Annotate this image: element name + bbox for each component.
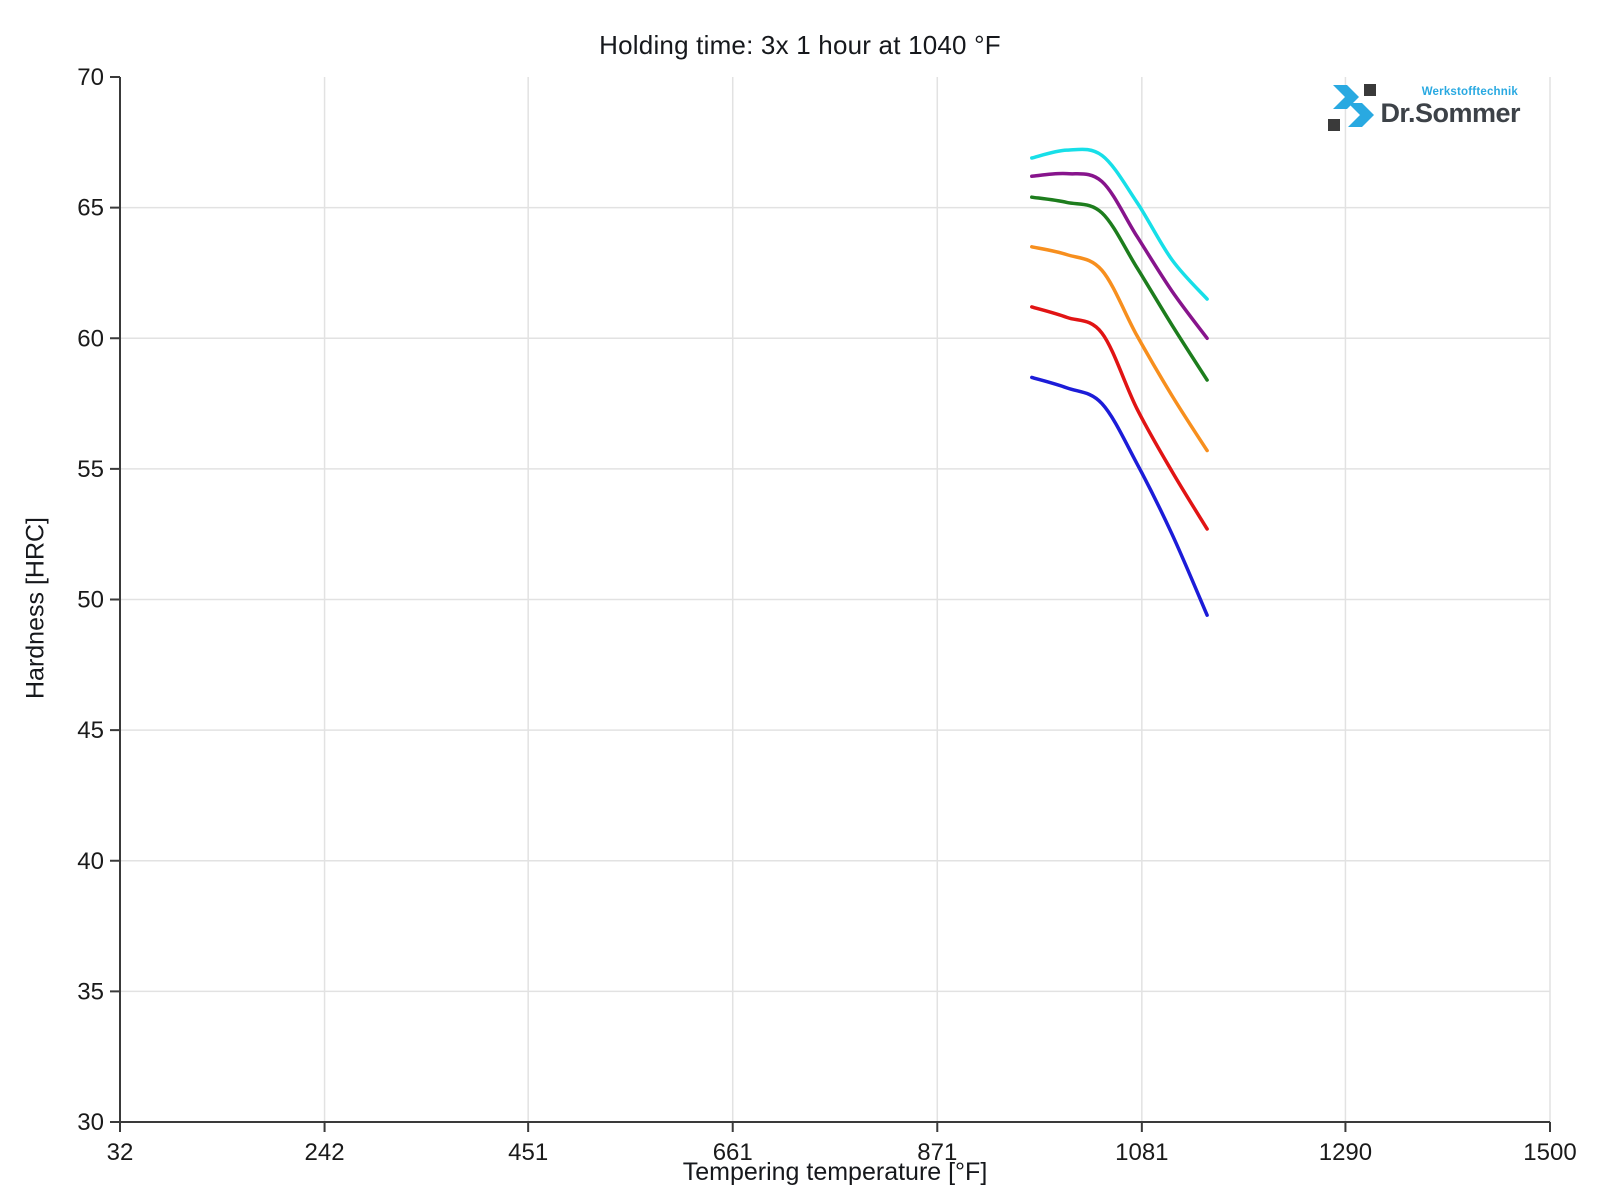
dr-sommer-logo-icon <box>1328 84 1376 131</box>
x-tick-label: 242 <box>305 1139 345 1166</box>
y-tick-label: 50 <box>77 587 104 614</box>
y-tick-label: 30 <box>77 1109 104 1136</box>
logo-square-top <box>1364 84 1376 96</box>
logo-tagline: Werkstofftechnik <box>1421 86 1518 98</box>
y-tick-label: 45 <box>77 717 104 744</box>
curve-green <box>1030 195 1209 382</box>
y-tick-label: 65 <box>77 195 104 222</box>
curve-blue <box>1030 375 1209 617</box>
logo-brand: Dr.Sommer <box>1380 98 1520 128</box>
x-tick-label: 1500 <box>1523 1139 1576 1166</box>
y-tick-label: 60 <box>77 325 104 352</box>
x-axis-label: Tempering temperature [°F] <box>682 1158 988 1186</box>
curve-orange <box>1030 245 1209 453</box>
x-tick-label: 451 <box>508 1139 548 1166</box>
curve-purple <box>1030 171 1209 340</box>
y-tick-label: 35 <box>77 978 104 1005</box>
x-tick-label: 32 <box>107 1139 134 1166</box>
x-tick-label: 871 <box>917 1139 957 1166</box>
y-tick-label: 40 <box>77 848 104 875</box>
y-tick-label: 70 <box>77 64 104 91</box>
chart-title: Holding time: 3x 1 hour at 1040 °F <box>599 30 1001 60</box>
curve-red <box>1030 305 1209 531</box>
curve-cyan <box>1030 147 1209 301</box>
x-tick-label: 1290 <box>1319 1139 1372 1166</box>
x-tick-label: 1081 <box>1115 1139 1168 1166</box>
dr-sommer-logo: Werkstofftechnik Dr.Sommer <box>1326 80 1526 138</box>
logo-square-bottom <box>1328 119 1340 131</box>
logo-text: Werkstofftechnik Dr.Sommer <box>1380 80 1524 138</box>
x-tick-label: 661 <box>713 1139 753 1166</box>
y-axis-label: Hardness [HRC] <box>21 517 50 699</box>
y-tick-label: 55 <box>77 456 104 483</box>
logo-chevron-bottom <box>1348 103 1374 127</box>
